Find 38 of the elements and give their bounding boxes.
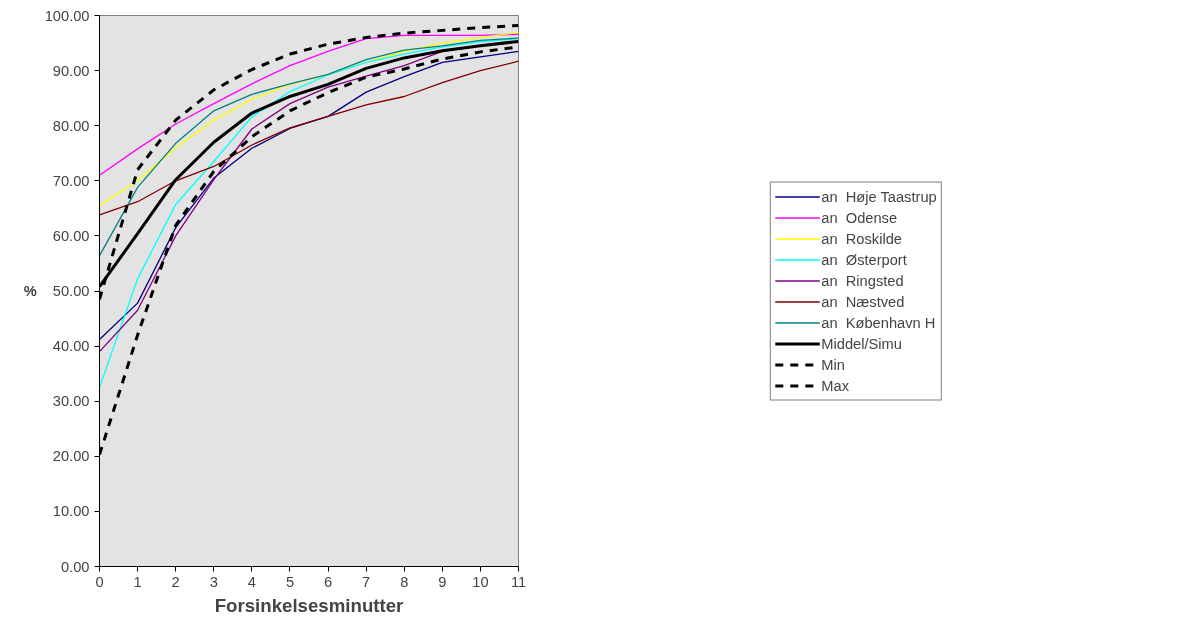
line-series — [99, 31, 519, 207]
y-tick-label: 60.00 — [52, 227, 90, 244]
legend-label: Max — [821, 377, 849, 393]
y-tick-label: 50.00 — [52, 283, 90, 299]
line-series — [99, 33, 519, 176]
y-tick-label: 0.00 — [60, 558, 90, 575]
x-tick-label: 0 — [95, 573, 104, 590]
legend-label: an Høje Taastrup — [821, 188, 937, 204]
y-tick-label: 90.00 — [52, 62, 90, 79]
legend-label: an Odense — [821, 209, 898, 225]
x-tick-label: 10 — [472, 573, 489, 590]
y-tick-label: 30.00 — [52, 393, 90, 410]
x-tick-label: 5 — [285, 573, 295, 590]
legend-label: Min — [821, 356, 845, 372]
legend-label: an København H — [821, 314, 936, 330]
x-tick-label: 2 — [171, 573, 180, 590]
y-tick-label: 70.00 — [52, 172, 90, 189]
y-tick-label: 100.00 — [44, 7, 90, 24]
x-tick-label: 6 — [323, 573, 333, 590]
y-tick-label: 40.00 — [52, 338, 90, 355]
legend-label: Middel/Simu — [821, 335, 902, 351]
y-tick-label: 80.00 — [52, 117, 90, 134]
x-tick-label: 9 — [438, 573, 447, 590]
x-tick-label: 7 — [362, 573, 371, 590]
legend-label: an Østerport — [821, 251, 907, 267]
legend-label: an Næstved — [821, 293, 905, 309]
x-axis-title: Forsinkelsesminutter — [214, 594, 404, 616]
y-tick-label: 10.00 — [52, 503, 90, 520]
x-tick-label: 3 — [209, 573, 218, 590]
x-tick-label: 11 — [510, 573, 527, 590]
legend-label: an Roskilde — [821, 230, 902, 246]
x-tick-label: 4 — [247, 573, 256, 590]
y-tick-label: 20.00 — [52, 448, 90, 465]
x-tick-label: 1 — [133, 573, 142, 590]
line-series — [99, 60, 519, 216]
legend-label: an Ringsted — [821, 272, 904, 288]
y-axis-title: % — [23, 283, 37, 299]
x-tick-label: 8 — [400, 573, 409, 590]
